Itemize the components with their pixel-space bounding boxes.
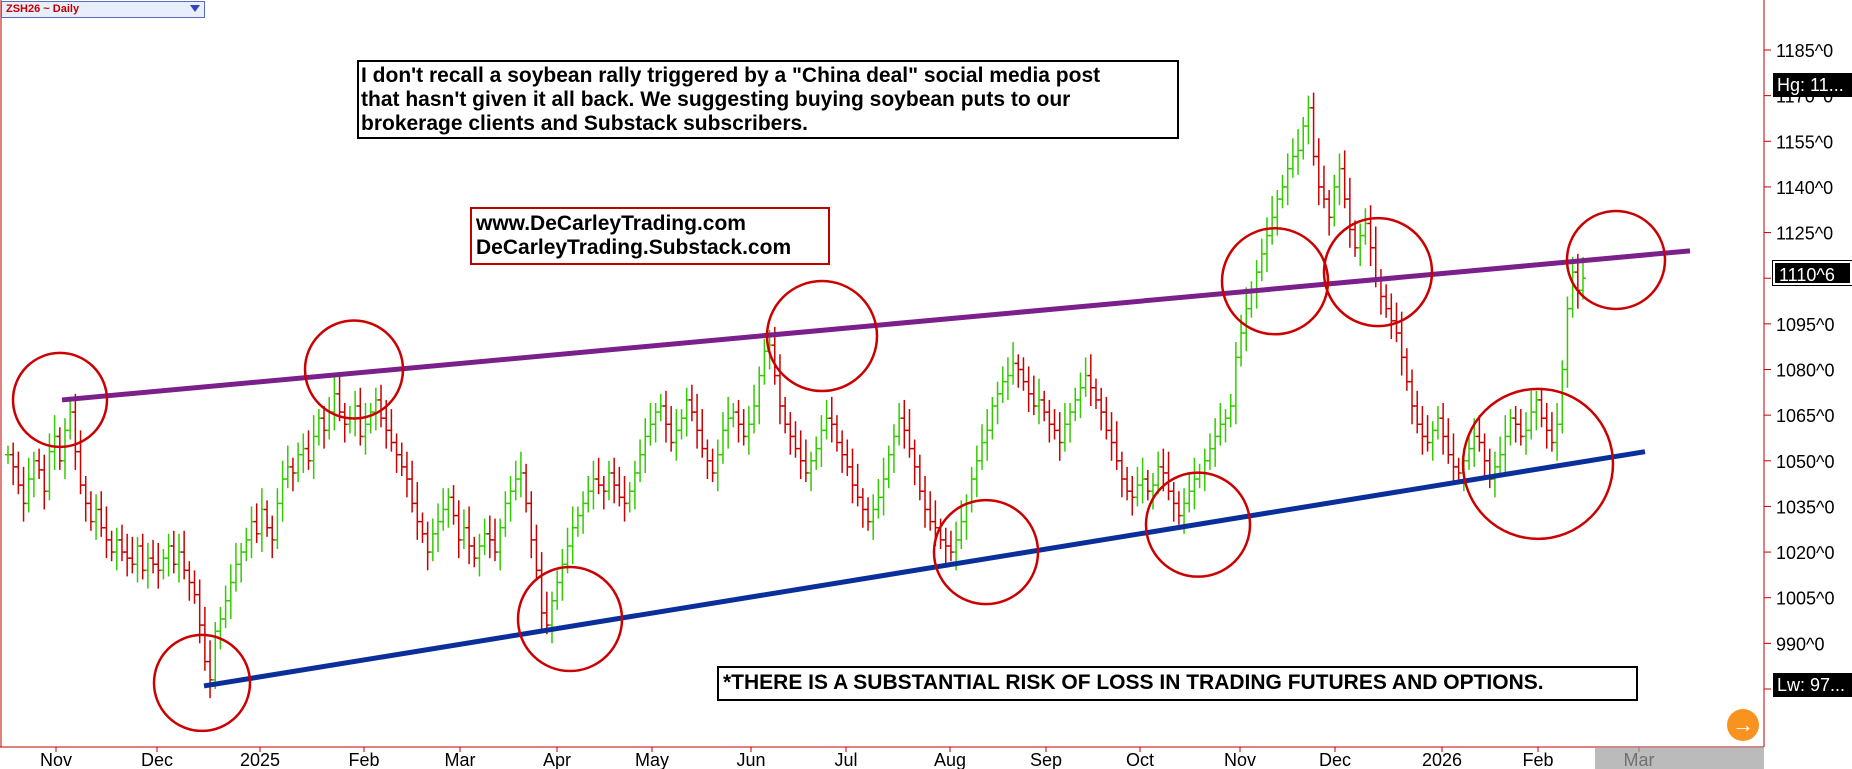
y-tick-label: 1095^0 xyxy=(1776,315,1835,335)
last-price-tag: 1110^6 xyxy=(1772,260,1852,286)
x-tick-label: Feb xyxy=(348,750,379,769)
touch-circle xyxy=(932,498,1040,606)
scroll-right-button[interactable]: → xyxy=(1727,709,1759,741)
y-tick-label: 1020^0 xyxy=(1776,543,1835,563)
high-price-tag: Hg: 11... xyxy=(1773,73,1852,97)
touch-circle xyxy=(1322,216,1434,328)
support-trendline xyxy=(203,449,1646,689)
future-axis-shade xyxy=(1595,747,1764,769)
y-tick-label: 1035^0 xyxy=(1776,497,1835,517)
note-line: that hasn't given it all back. We sugges… xyxy=(361,88,1071,111)
note-line: I don't recall a soybean rally triggered… xyxy=(361,64,1101,87)
y-tick-label: 1185^0 xyxy=(1776,41,1833,61)
note-line: brokerage clients and Substack subscribe… xyxy=(361,112,809,135)
x-tick-label: Dec xyxy=(1319,750,1351,769)
touch-circle xyxy=(1220,227,1330,336)
website-note: www.DeCarleyTrading.com DeCarleyTrading.… xyxy=(470,207,830,265)
touch-circle xyxy=(11,351,109,449)
x-tick-label: 2025 xyxy=(240,750,280,769)
touch-circle xyxy=(303,319,405,420)
arrow-right-icon: → xyxy=(1732,712,1754,737)
y-tick-label: 1080^0 xyxy=(1776,361,1835,381)
x-tick-label: Nov xyxy=(1224,750,1256,769)
x-tick-label: Jun xyxy=(736,750,765,769)
chevron-down-icon[interactable] xyxy=(190,5,200,12)
low-price-tag: Lw: 97... xyxy=(1773,673,1852,697)
y-tick-label: 1140^0 xyxy=(1776,178,1833,198)
x-tick-label: Mar xyxy=(445,750,476,769)
symbol-label: ZSH26 ~ Daily xyxy=(6,3,80,15)
y-tick-label: 1155^0 xyxy=(1776,132,1833,152)
x-tick-label: Dec xyxy=(141,750,173,769)
commentary-note: I don't recall a soybean rally triggered… xyxy=(357,60,1179,139)
y-tick-label: 1050^0 xyxy=(1776,452,1835,472)
touch-circle xyxy=(1565,209,1667,311)
touch-circle xyxy=(765,279,879,393)
x-tick-label: Aug xyxy=(934,750,966,769)
touch-circle xyxy=(1461,387,1615,541)
x-tick-label: Sep xyxy=(1030,750,1062,769)
y-tick-label: 1125^0 xyxy=(1776,224,1833,244)
website-line: DeCarleyTrading.Substack.com xyxy=(476,236,792,259)
touch-circle xyxy=(152,633,252,733)
touch-circle xyxy=(516,565,624,673)
y-tick-label: 1065^0 xyxy=(1776,406,1835,426)
x-tick-label: Apr xyxy=(543,750,571,769)
x-tick-label: 2026 xyxy=(1422,750,1462,769)
touch-circle xyxy=(1144,471,1252,578)
symbol-selector[interactable]: ZSH26 ~ Daily xyxy=(1,1,205,18)
website-line: www.DeCarleyTrading.com xyxy=(476,212,746,235)
x-tick-label: May xyxy=(635,750,669,769)
x-tick-label: Oct xyxy=(1126,750,1154,769)
x-tick-label: Feb xyxy=(1522,750,1553,769)
x-tick-label: Nov xyxy=(40,750,72,769)
x-tick-label: Jul xyxy=(834,750,857,769)
risk-disclaimer: *THERE IS A SUBSTANTIAL RISK OF LOSS IN … xyxy=(717,666,1638,701)
y-tick-label: 1005^0 xyxy=(1776,589,1835,609)
y-tick-label: 990^0 xyxy=(1776,634,1825,654)
